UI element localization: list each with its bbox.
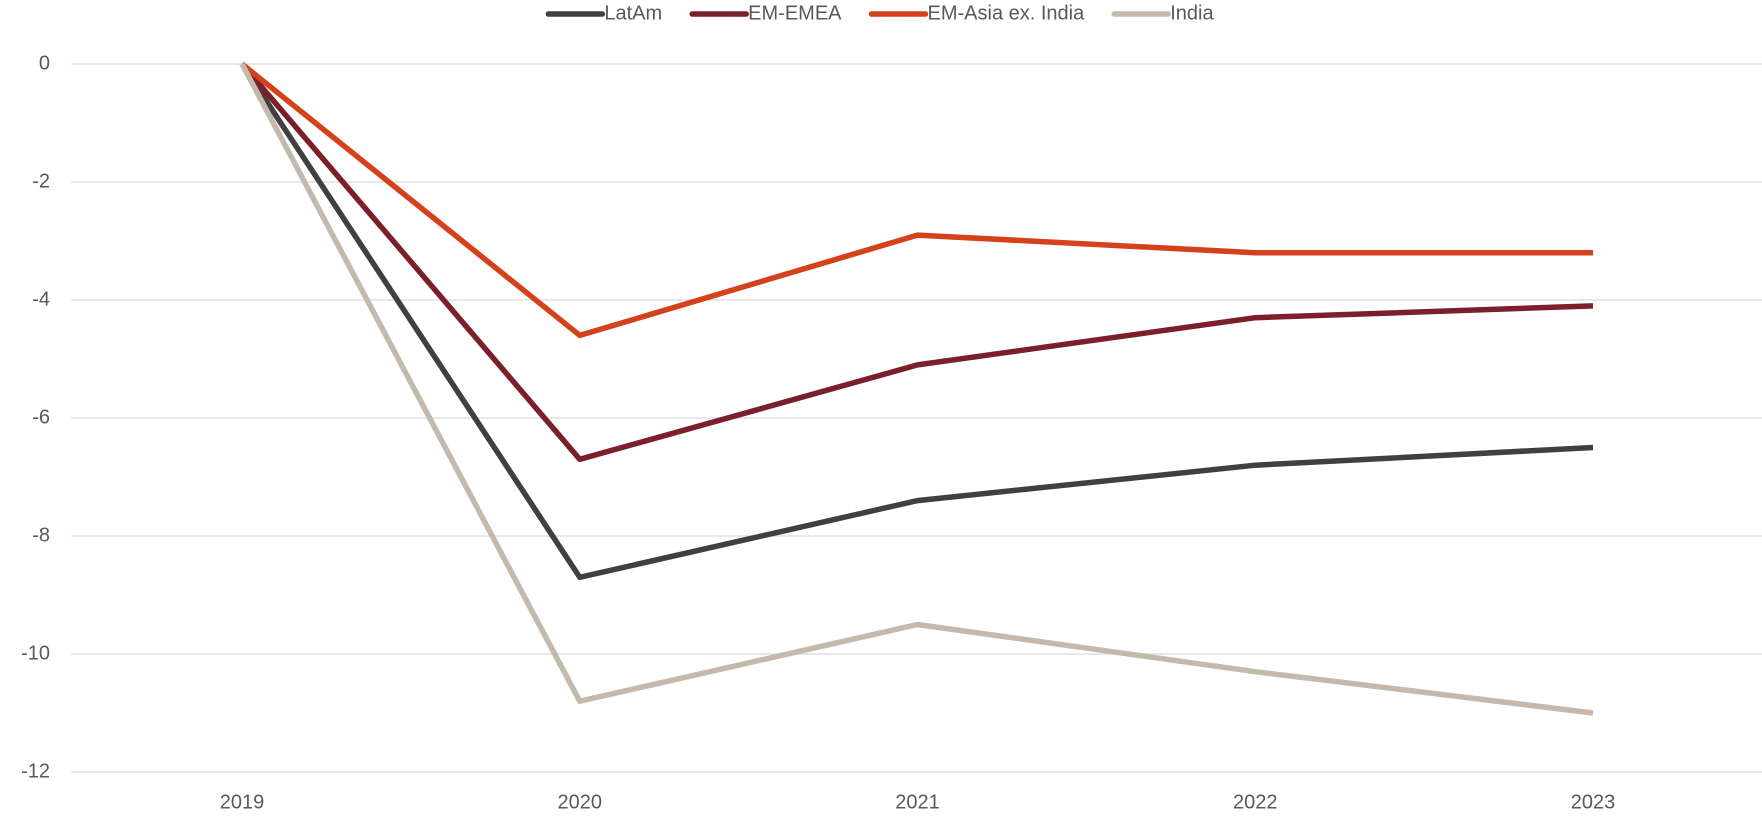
y-tick-label: -2	[32, 170, 50, 192]
x-tick-label: 2019	[220, 791, 265, 813]
y-tick-label: -4	[32, 288, 50, 310]
series-line	[239, 62, 1594, 463]
y-tick-label: 0	[39, 52, 50, 74]
series-line	[239, 62, 1594, 581]
y-tick-label: -6	[32, 406, 50, 428]
series-line	[239, 62, 1594, 716]
x-tick-label: 2021	[895, 791, 940, 813]
y-tick-label: -12	[21, 760, 50, 782]
legend-label: EM-Asia ex. India	[928, 2, 1086, 24]
legend-label: LatAm	[604, 2, 662, 24]
legend-label: EM-EMEA	[748, 2, 842, 24]
series-line	[240, 61, 1593, 339]
x-tick-label: 2022	[1233, 791, 1278, 813]
x-tick-label: 2020	[558, 791, 603, 813]
x-tick-label: 2023	[1571, 791, 1616, 813]
y-tick-label: -8	[32, 524, 50, 546]
legend-label: India	[1170, 2, 1214, 24]
y-tick-label: -10	[21, 642, 50, 664]
